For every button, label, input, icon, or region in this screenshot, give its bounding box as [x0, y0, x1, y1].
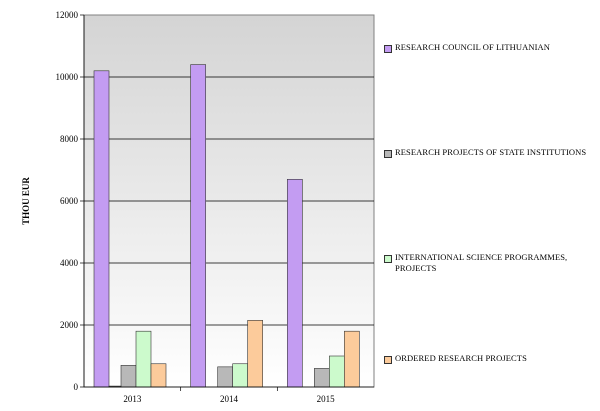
- y-tick-label: 4000: [60, 258, 79, 268]
- y-axis-label: THOU EUR: [21, 177, 31, 225]
- bar-2015-series-3: [329, 355, 345, 388]
- legend-swatch: [384, 356, 392, 364]
- legend-swatch: [384, 255, 392, 263]
- bar-2014-series-3: [232, 363, 248, 388]
- x-tick-label: 2014: [220, 394, 239, 404]
- legend-swatch: [384, 45, 392, 53]
- legend-item: RESEARCH COUNCIL OF LITHUANIAN: [384, 42, 600, 53]
- legend-label: RESEARCH PROJECTS OF STATE INSTITUTIONS: [395, 147, 587, 157]
- bar-2015-series-1: [287, 179, 303, 388]
- bar-2014-series-4: [247, 320, 263, 388]
- bar-2015-series-4: [344, 330, 360, 388]
- bar-2015-series-2: [314, 368, 330, 388]
- bar-2013-series-1: [93, 70, 110, 388]
- y-tick-label: 2000: [60, 320, 79, 330]
- bar-2013-series-3: [135, 330, 152, 388]
- bar-2014-series-2: [217, 366, 233, 388]
- legend-swatch: [384, 150, 392, 158]
- bar-2014-series-1: [190, 64, 206, 388]
- y-tick-label: 6000: [60, 196, 79, 206]
- legend: RESEARCH COUNCIL OF LITHUANIAN RESEARCH P…: [384, 0, 600, 411]
- legend-item: INTERNATIONAL SCIENCE PROGRAMMES, PROJEC…: [384, 252, 600, 274]
- bar-2013-series-2: [120, 364, 137, 388]
- bar-2013-series-4: [150, 363, 167, 388]
- y-tick-label: 0: [74, 382, 79, 392]
- x-tick-label: 2013: [123, 394, 142, 404]
- legend-label: INTERNATIONAL SCIENCE PROGRAMMES, PROJEC…: [395, 252, 568, 273]
- y-tick-label: 12000: [56, 10, 79, 20]
- y-tick-label: 8000: [60, 134, 79, 144]
- legend-item: RESEARCH PROJECTS OF STATE INSTITUTIONS: [384, 147, 600, 158]
- legend-label: RESEARCH COUNCIL OF LITHUANIAN: [395, 42, 550, 52]
- legend-item: ORDERED RESEARCH PROJECTS: [384, 353, 600, 364]
- y-tick-label: 10000: [56, 72, 79, 82]
- x-tick-label: 2015: [317, 394, 336, 404]
- legend-label: ORDERED RESEARCH PROJECTS: [395, 353, 527, 363]
